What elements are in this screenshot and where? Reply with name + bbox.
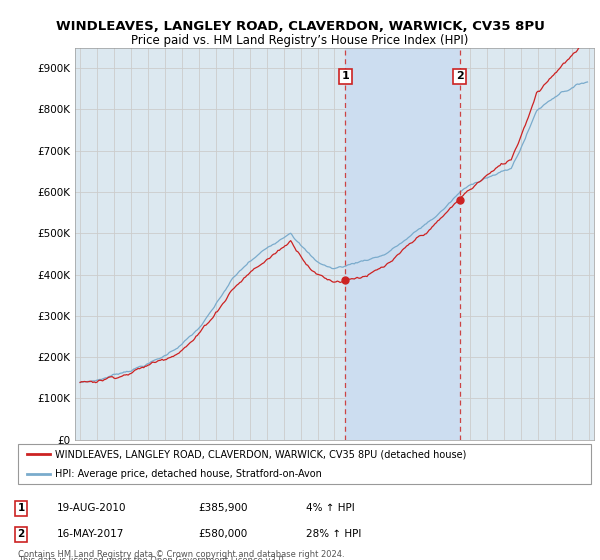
Text: Contains HM Land Registry data © Crown copyright and database right 2024.: Contains HM Land Registry data © Crown c… [18,550,344,559]
Text: This data is licensed under the Open Government Licence v3.0.: This data is licensed under the Open Gov… [18,556,286,560]
Text: 2: 2 [17,529,25,539]
Text: 1: 1 [17,503,25,514]
Text: 1: 1 [341,72,349,82]
Text: Price paid vs. HM Land Registry’s House Price Index (HPI): Price paid vs. HM Land Registry’s House … [131,34,469,46]
Text: WINDLEAVES, LANGLEY ROAD, CLAVERDON, WARWICK, CV35 8PU (detached house): WINDLEAVES, LANGLEY ROAD, CLAVERDON, WAR… [55,449,467,459]
Text: 19-AUG-2010: 19-AUG-2010 [57,503,127,514]
FancyBboxPatch shape [18,444,591,484]
Bar [346,48,460,440]
Text: 16-MAY-2017: 16-MAY-2017 [57,529,124,539]
Text: WINDLEAVES, LANGLEY ROAD, CLAVERDON, WARWICK, CV35 8PU: WINDLEAVES, LANGLEY ROAD, CLAVERDON, WAR… [56,20,544,32]
Text: 2: 2 [455,72,463,82]
Text: £385,900: £385,900 [198,503,248,514]
Text: 28% ↑ HPI: 28% ↑ HPI [306,529,361,539]
Text: 4% ↑ HPI: 4% ↑ HPI [306,503,355,514]
Text: £580,000: £580,000 [198,529,247,539]
Text: HPI: Average price, detached house, Stratford-on-Avon: HPI: Average price, detached house, Stra… [55,469,322,479]
